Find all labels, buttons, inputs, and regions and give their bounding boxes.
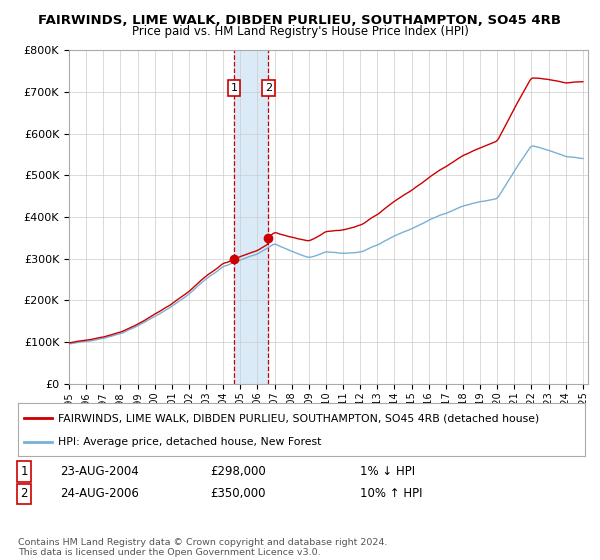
Text: 2: 2 [20,487,28,501]
Text: 23-AUG-2004: 23-AUG-2004 [60,465,139,478]
Text: 10% ↑ HPI: 10% ↑ HPI [360,487,422,501]
Text: HPI: Average price, detached house, New Forest: HPI: Average price, detached house, New … [58,436,321,446]
Text: 1: 1 [230,83,238,93]
Text: 2: 2 [265,83,272,93]
Text: 1% ↓ HPI: 1% ↓ HPI [360,465,415,478]
Bar [234,50,268,384]
Text: 24-AUG-2006: 24-AUG-2006 [60,487,139,501]
Text: FAIRWINDS, LIME WALK, DIBDEN PURLIEU, SOUTHAMPTON, SO45 4RB: FAIRWINDS, LIME WALK, DIBDEN PURLIEU, SO… [38,14,562,27]
Text: Contains HM Land Registry data © Crown copyright and database right 2024.
This d: Contains HM Land Registry data © Crown c… [18,538,388,557]
Text: FAIRWINDS, LIME WALK, DIBDEN PURLIEU, SOUTHAMPTON, SO45 4RB (detached house): FAIRWINDS, LIME WALK, DIBDEN PURLIEU, SO… [58,413,539,423]
Text: 1: 1 [20,465,28,478]
Text: Price paid vs. HM Land Registry's House Price Index (HPI): Price paid vs. HM Land Registry's House … [131,25,469,38]
Text: £350,000: £350,000 [210,487,265,501]
Text: £298,000: £298,000 [210,465,266,478]
